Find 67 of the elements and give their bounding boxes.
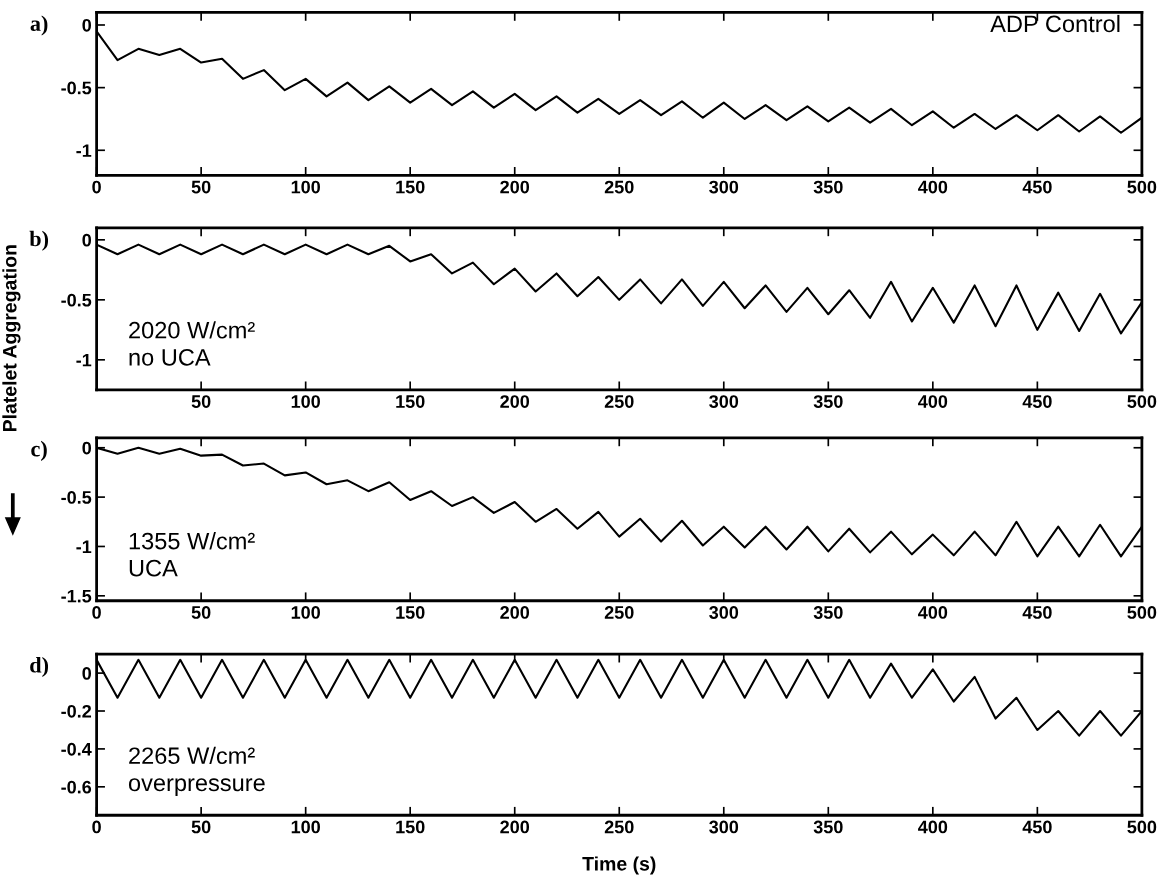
- x-tick-label: 500: [1127, 180, 1157, 194]
- x-tick-label: 250: [604, 606, 634, 619]
- x-tick-label: 350: [813, 180, 843, 194]
- x-tick-label: 500: [1127, 606, 1157, 619]
- annotation: 2020 W/cm² no UCA: [129, 321, 255, 366]
- x-tick-label: 200: [500, 606, 530, 619]
- x-tick-label: 50: [191, 180, 211, 194]
- y-tick-label: -1.5: [61, 589, 92, 603]
- chart-title: b): [29, 230, 49, 251]
- x-tick-label: 150: [396, 820, 425, 834]
- y-tick-label: 0: [82, 233, 92, 247]
- x-tick-label: 400: [918, 606, 948, 619]
- x-tick-label: 450: [1022, 820, 1052, 834]
- x-tick-label: 450: [1022, 395, 1052, 408]
- x-tick-label: 100: [291, 180, 320, 194]
- y-tick-label: -0.6: [61, 780, 92, 794]
- y-tick-label: -1: [76, 144, 92, 157]
- x-tick-label: 300: [709, 395, 739, 408]
- x-tick-label: 250: [604, 395, 634, 408]
- annotation: 1355 W/cm² UCA: [129, 532, 255, 577]
- y-tick-label: -0.5: [61, 293, 92, 307]
- y-tick-label: -1: [76, 540, 92, 553]
- x-tick-label: 50: [191, 820, 211, 834]
- x-tick-label: 150: [396, 180, 425, 194]
- x-tick-label: 300: [709, 180, 739, 194]
- x-tick-label: 500: [1127, 395, 1157, 408]
- x-tick-label: 0: [92, 180, 101, 194]
- y-axis-title: Platelet Aggregation: [2, 245, 21, 432]
- y-tick-label: -0.5: [61, 491, 92, 504]
- y-tick-label: -0.5: [61, 81, 92, 95]
- chart-title: a): [30, 15, 48, 36]
- chart-title: d): [30, 656, 49, 678]
- annotation: ADP Control: [990, 14, 1120, 33]
- y-tick-label: 0: [82, 667, 92, 680]
- x-tick-label: 200: [500, 180, 530, 194]
- x-tick-label: 300: [709, 820, 739, 834]
- y-tick-label: -0.4: [61, 742, 92, 756]
- x-tick-label: 400: [918, 395, 948, 408]
- x-tick-label: 400: [918, 820, 948, 834]
- x-tick-label: 350: [813, 395, 843, 408]
- x-tick-label: 450: [1022, 606, 1052, 619]
- y-tick-label: 0: [82, 18, 92, 32]
- x-tick-label: 200: [500, 395, 530, 408]
- x-tick-label: 400: [918, 180, 948, 194]
- x-tick-label: 450: [1022, 180, 1052, 194]
- x-axis-title: Time (s): [582, 856, 656, 875]
- x-tick-label: 100: [291, 395, 320, 408]
- annotation: 2265 W/cm² overpressure: [128, 746, 265, 796]
- x-tick-label: 150: [396, 606, 425, 619]
- x-tick-label: 350: [813, 606, 843, 619]
- y-tick-label: -1: [76, 353, 92, 367]
- x-tick-label: 100: [291, 606, 320, 619]
- x-tick-label: 300: [709, 606, 739, 619]
- x-tick-label: 350: [813, 820, 843, 834]
- x-tick-label: 0: [92, 820, 101, 834]
- x-tick-label: 250: [604, 180, 634, 194]
- chart-title: c): [31, 440, 47, 461]
- x-tick-label: 50: [191, 395, 211, 408]
- x-tick-label: 150: [396, 395, 425, 408]
- x-tick-label: 50: [191, 606, 211, 619]
- x-tick-label: 0: [92, 606, 101, 619]
- x-tick-label: 200: [500, 820, 530, 834]
- y-tick-label: -0.2: [61, 704, 92, 718]
- x-tick-label: 100: [291, 820, 320, 834]
- x-tick-label: 500: [1127, 820, 1157, 834]
- x-tick-label: 250: [604, 820, 634, 834]
- y-tick-label: 0: [82, 441, 92, 455]
